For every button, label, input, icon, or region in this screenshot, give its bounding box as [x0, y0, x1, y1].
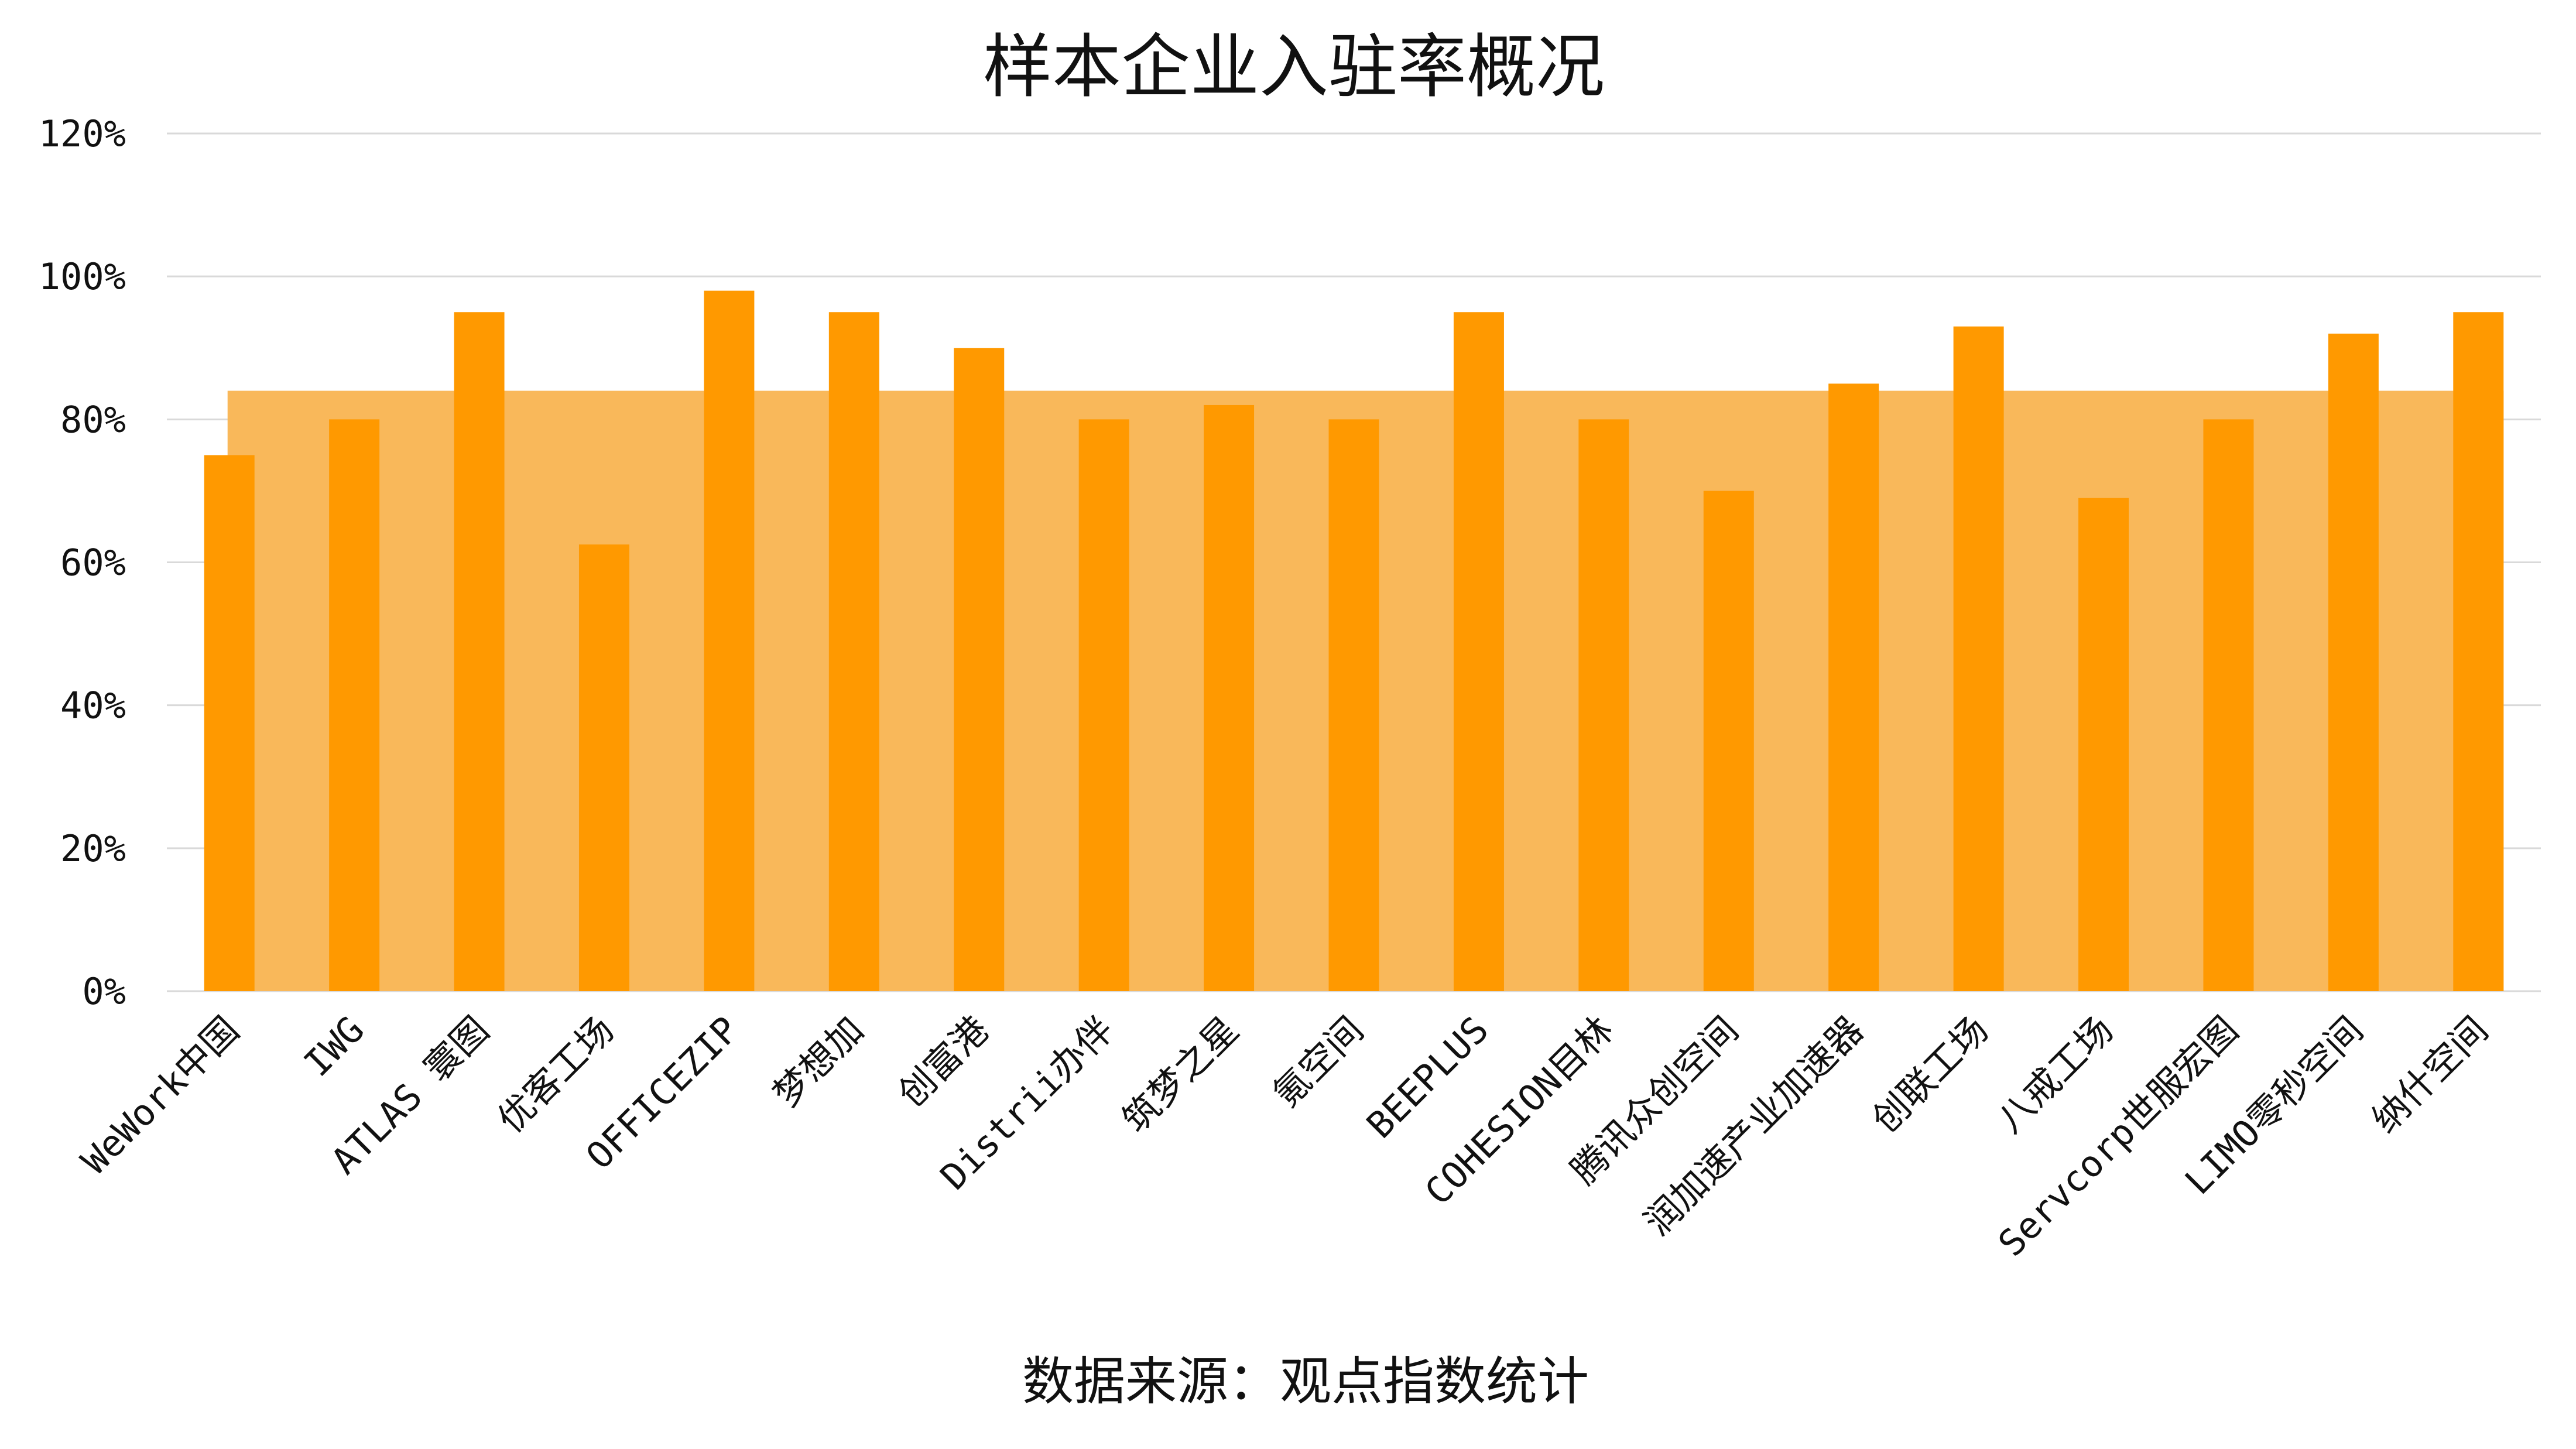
- bar-4: [704, 290, 755, 991]
- chart-title: 样本企业入驻率概况: [983, 26, 1605, 107]
- bar-10: [1453, 312, 1504, 992]
- bar-9: [1328, 419, 1379, 991]
- y-tick-label: 0%: [82, 970, 126, 1013]
- bar-1: [329, 419, 380, 991]
- x-category-label: 创富港: [890, 1008, 997, 1115]
- bars: [204, 290, 2504, 992]
- bar-11: [1578, 419, 1629, 991]
- bar-0: [204, 455, 255, 991]
- x-category-label: 氪空间: [1265, 1008, 1372, 1115]
- y-tick-label: 120%: [39, 112, 126, 155]
- x-category-label: 优客工场: [489, 1008, 622, 1141]
- bar-16: [2203, 419, 2254, 991]
- x-category-label: 梦想加: [765, 1008, 872, 1115]
- bar-15: [2078, 498, 2129, 991]
- x-category-label: 八戒工场: [1989, 1008, 2122, 1141]
- y-axis-ticks: 0% 20% 40% 60% 80% 100% 120%: [39, 112, 126, 1013]
- y-tick-label: 20%: [60, 827, 126, 870]
- bar-14: [1953, 326, 2004, 991]
- bar-2: [454, 312, 505, 992]
- y-tick-label: 60%: [60, 542, 126, 584]
- bar-7: [1078, 419, 1129, 991]
- x-category-label: WeWork中国: [73, 1008, 248, 1183]
- y-tick-label: 40%: [60, 684, 126, 727]
- bar-13: [1828, 383, 1879, 991]
- x-category-label: 筑梦之星: [1114, 1008, 1247, 1141]
- x-category-label: Servcorp世服宏图: [1990, 1008, 2246, 1265]
- x-category-label: 纳什空间: [2363, 1008, 2496, 1141]
- bar-8: [1204, 405, 1255, 991]
- bar-5: [828, 312, 879, 992]
- bar-12: [1703, 491, 1754, 991]
- y-tick-label: 100%: [39, 255, 126, 298]
- source-note: 数据来源：观点指数统计: [1022, 1351, 1589, 1412]
- bar-17: [2328, 333, 2379, 992]
- bar-6: [954, 348, 1005, 991]
- bar-18: [2453, 312, 2504, 992]
- x-category-label: 润加速产业加速器: [1636, 1008, 1871, 1244]
- y-tick-label: 80%: [60, 398, 126, 441]
- x-category-label: 创联工场: [1864, 1008, 1996, 1141]
- x-category-label: IWG: [296, 1008, 372, 1085]
- bar-3: [578, 544, 629, 991]
